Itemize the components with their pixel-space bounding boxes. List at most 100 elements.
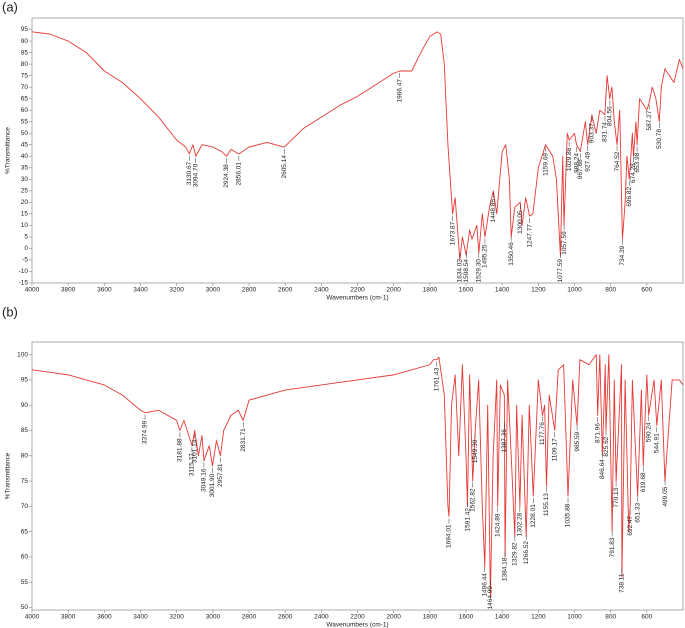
- x-tick-label: 2800: [242, 287, 257, 294]
- peak-label: 967.68: [577, 159, 584, 179]
- panel-label: (b): [2, 304, 18, 319]
- peak-label: 3374.99: [142, 420, 149, 444]
- y-tick-label: 15: [21, 211, 29, 218]
- x-tick-label: 1600: [459, 287, 474, 294]
- y-tick-label: 70: [21, 503, 29, 510]
- x-tick-label: 1600: [459, 614, 474, 621]
- peak-label: 1109.17: [551, 438, 558, 461]
- peak-label: 985.59: [574, 431, 581, 451]
- peak-label: 738.11: [619, 573, 626, 593]
- x-tick-label: 1000: [567, 287, 582, 294]
- peak-label: 2605.14: [281, 155, 288, 179]
- peak-label: 1384.18: [502, 557, 509, 581]
- x-tick-label: 1400: [495, 614, 510, 621]
- x-tick-label: 1200: [531, 614, 546, 621]
- peak-label: 804.56: [607, 106, 614, 126]
- peak-label: 1159.69: [542, 152, 549, 175]
- peak-label: 3094.70: [192, 163, 199, 187]
- y-tick-label: 50: [21, 130, 29, 137]
- peak-label: 1350.46: [508, 242, 515, 266]
- x-tick-label: 3200: [169, 287, 184, 294]
- peak-label: 3130.67: [186, 161, 193, 185]
- peak-label: 1529.30: [476, 259, 483, 283]
- peak-label: 927.49: [584, 151, 591, 171]
- peak-label: 1300.05: [517, 210, 524, 234]
- y-tick-label: 25: [21, 188, 29, 195]
- y-tick-label: 80: [21, 61, 29, 68]
- x-tick-label: 2000: [386, 614, 401, 621]
- peak-label: 2924.38: [223, 164, 230, 188]
- peak-label: 1591.42: [464, 508, 471, 532]
- peak-label: 1329.82: [512, 542, 519, 566]
- x-tick-label: 2600: [278, 287, 293, 294]
- x-tick-label: 800: [605, 287, 616, 294]
- y-tick-label: 95: [21, 377, 29, 384]
- peak-label: 734.39: [619, 245, 626, 265]
- x-tick-label: 3400: [133, 287, 148, 294]
- peak-label: 1177.76: [539, 422, 546, 445]
- peak-label: 1448.85: [490, 199, 497, 223]
- y-tick-label: 90: [21, 402, 29, 409]
- x-tick-label: 2800: [242, 614, 257, 621]
- peak-label: 1966.47: [396, 79, 403, 103]
- x-tick-label: 3800: [61, 614, 76, 621]
- spectrum-line: [31, 31, 684, 261]
- x-tick-label: 2200: [350, 287, 365, 294]
- x-tick-label: 4000: [25, 614, 40, 621]
- peak-label: 3049.16: [201, 468, 208, 492]
- y-tick-label: 75: [21, 478, 29, 485]
- peak-label: 764.52: [614, 151, 621, 171]
- y-tick-label: 35: [21, 165, 29, 172]
- peak-label: 1077.59: [557, 259, 564, 283]
- y-tick-label: 20: [21, 199, 29, 206]
- x-tick-label: 2000: [386, 287, 401, 294]
- x-tick-label: 2400: [314, 287, 329, 294]
- peak-label: 791.83: [609, 537, 616, 557]
- peak-label: 1228.01: [530, 504, 537, 528]
- peak-label: 1266.52: [523, 541, 530, 565]
- x-tick-label: 4000: [25, 287, 40, 294]
- y-tick-label: 55: [21, 118, 29, 125]
- spectrum-line: [31, 354, 684, 598]
- y-tick-label: 40: [21, 153, 29, 160]
- peak-label: 903.37: [589, 123, 596, 143]
- peak-label: 3181.88: [177, 438, 184, 462]
- y-tick-label: 30: [21, 176, 29, 183]
- x-tick-label: 3800: [61, 287, 76, 294]
- y-axis-label: %Transmittance: [5, 452, 12, 499]
- y-tick-label: 45: [21, 141, 29, 148]
- y-tick-label: 60: [21, 554, 29, 561]
- x-tick-label: 3000: [206, 614, 221, 621]
- y-tick-label: 0: [24, 245, 28, 252]
- y-tick-label: 10: [21, 222, 29, 229]
- peak-label: 1598.54: [463, 259, 470, 283]
- peak-label: 1387.36: [501, 429, 508, 453]
- peak-label: 499.05: [662, 486, 669, 506]
- peak-label: 1247.77: [526, 224, 533, 248]
- peak-label: 619.68: [640, 472, 647, 492]
- peak-label: 1155.13: [543, 493, 550, 516]
- y-tick-label: -5: [22, 257, 28, 264]
- panel-label: (a): [2, 0, 18, 14]
- x-tick-label: 2200: [350, 614, 365, 621]
- y-tick-label: 85: [21, 49, 29, 56]
- x-tick-label: 3600: [97, 614, 112, 621]
- peak-label: 846.64: [599, 459, 606, 479]
- x-tick-label: 1800: [423, 614, 438, 621]
- peak-label: 1694.01: [446, 524, 453, 548]
- peak-label: 1029.86: [566, 147, 573, 171]
- peak-label: 2856.01: [236, 162, 243, 186]
- peak-label: 653.98: [634, 152, 641, 172]
- y-tick-label: 5: [24, 234, 28, 241]
- peak-label: 1035.88: [565, 503, 572, 527]
- peak-label: 544.91: [654, 433, 661, 453]
- y-tick-label: 65: [21, 95, 29, 102]
- x-tick-label: 3200: [169, 614, 184, 621]
- x-tick-label: 800: [605, 614, 616, 621]
- peak-label: 770.13: [613, 487, 620, 507]
- peak-label: 1549.30: [472, 439, 479, 463]
- peak-label: 1634.02: [457, 259, 464, 283]
- y-tick-label: -10: [19, 268, 29, 275]
